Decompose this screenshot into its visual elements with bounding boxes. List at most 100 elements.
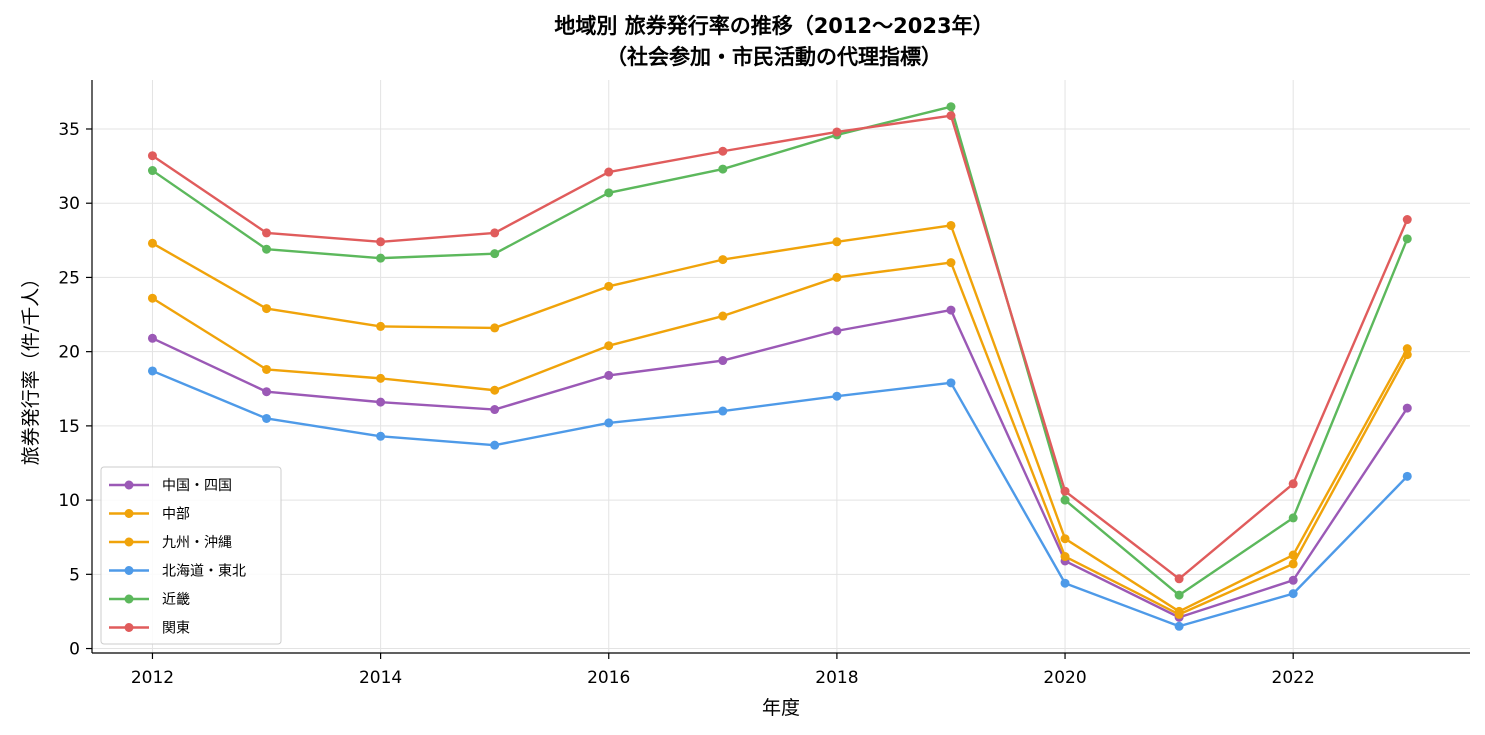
data-point xyxy=(490,249,500,259)
data-point xyxy=(1060,486,1070,496)
data-point xyxy=(262,244,272,254)
data-point xyxy=(262,387,272,397)
data-point xyxy=(1288,550,1298,560)
chart-title-line2: （社会参加・市民活動の代理指標） xyxy=(606,45,942,69)
x-tick-label: 2012 xyxy=(131,668,174,688)
y-tick-label: 10 xyxy=(58,491,80,511)
series-line xyxy=(151,308,1409,619)
series-line xyxy=(151,105,1409,597)
legend-label: 北海道・東北 xyxy=(162,564,246,580)
data-point xyxy=(1174,609,1184,619)
data-point xyxy=(604,167,614,177)
data-point xyxy=(1402,471,1412,481)
legend-entry: 関東 xyxy=(109,621,190,637)
series-line xyxy=(151,369,1409,628)
x-tick-label: 2020 xyxy=(1043,668,1086,688)
data-point xyxy=(1402,403,1412,413)
data-point xyxy=(376,253,386,263)
series-line xyxy=(151,224,1409,613)
data-point xyxy=(376,321,386,331)
data-point xyxy=(1288,513,1298,523)
data-point xyxy=(1060,552,1070,562)
data-point xyxy=(262,304,272,314)
y-axis-label: 旅券発行率（件/千人） xyxy=(20,269,42,465)
data-point xyxy=(1402,215,1412,225)
data-point xyxy=(946,220,956,230)
x-axis-label: 年度 xyxy=(762,697,800,719)
legend-label: 中国・四国 xyxy=(162,478,232,494)
legend-entry: 近畿 xyxy=(109,592,190,608)
data-point xyxy=(262,413,272,423)
x-tick-label: 2018 xyxy=(815,668,858,688)
chart-title-line1: 地域別 旅券発行率の推移（2012〜2023年） xyxy=(554,14,993,38)
legend-entry: 中国・四国 xyxy=(109,478,232,494)
data-point xyxy=(946,102,956,112)
data-point xyxy=(147,238,157,248)
data-point xyxy=(490,228,500,238)
legend-entry: 九州・沖縄 xyxy=(109,535,232,551)
data-point xyxy=(1288,589,1298,599)
data-point xyxy=(718,406,728,416)
series-3 xyxy=(147,366,1412,631)
series-5 xyxy=(147,111,1412,584)
data-point xyxy=(1060,578,1070,588)
legend-label: 関東 xyxy=(162,621,190,637)
legend-label: 中部 xyxy=(162,507,190,523)
y-tick-label: 30 xyxy=(58,194,80,214)
data-point xyxy=(604,418,614,428)
legend-entry: 北海道・東北 xyxy=(109,564,246,580)
data-point xyxy=(946,258,956,268)
legend-swatch-marker xyxy=(124,623,134,632)
data-point xyxy=(604,188,614,198)
data-point xyxy=(832,391,842,401)
data-point xyxy=(832,272,842,282)
data-point xyxy=(147,333,157,343)
data-point xyxy=(1060,495,1070,505)
data-point xyxy=(147,151,157,161)
data-point xyxy=(490,323,500,333)
data-point xyxy=(1288,479,1298,489)
data-point xyxy=(490,385,500,395)
data-point xyxy=(604,341,614,351)
data-point xyxy=(604,281,614,291)
data-point xyxy=(718,146,728,156)
grid-lines xyxy=(92,80,1470,653)
legend-swatch-marker xyxy=(124,537,134,547)
data-point xyxy=(718,255,728,265)
y-tick-label: 5 xyxy=(69,565,80,585)
legend-swatch-marker xyxy=(124,594,134,604)
series-4 xyxy=(147,102,1412,600)
data-point xyxy=(147,166,157,176)
data-point xyxy=(376,431,386,441)
data-point xyxy=(718,356,728,366)
series-1 xyxy=(147,220,1412,616)
series-line xyxy=(151,261,1409,616)
y-tick-label: 20 xyxy=(58,343,80,363)
data-point xyxy=(1060,534,1070,544)
data-point xyxy=(946,378,956,388)
series-2 xyxy=(147,258,1412,619)
data-point xyxy=(946,111,956,121)
data-point xyxy=(1288,575,1298,585)
legend-swatch-marker xyxy=(124,566,134,575)
x-tick-label: 2016 xyxy=(587,668,630,688)
y-tick-label: 35 xyxy=(58,120,80,140)
data-point xyxy=(376,397,386,407)
data-point xyxy=(490,440,500,450)
data-point xyxy=(832,237,842,247)
data-point xyxy=(832,326,842,336)
x-tick-label: 2014 xyxy=(359,668,402,688)
data-point xyxy=(1288,559,1298,569)
data-point xyxy=(718,164,728,174)
data-point xyxy=(604,370,614,380)
ticks: 2012 2014 2016 2018 2020 2022 0 5 10 15 20 25 30 35 xyxy=(58,120,1314,688)
data-point xyxy=(376,237,386,247)
legend-swatch-marker xyxy=(124,480,134,490)
series-lines xyxy=(147,102,1412,631)
legend-swatch-marker xyxy=(124,509,134,518)
data-point xyxy=(147,293,157,303)
axes xyxy=(91,80,1470,654)
